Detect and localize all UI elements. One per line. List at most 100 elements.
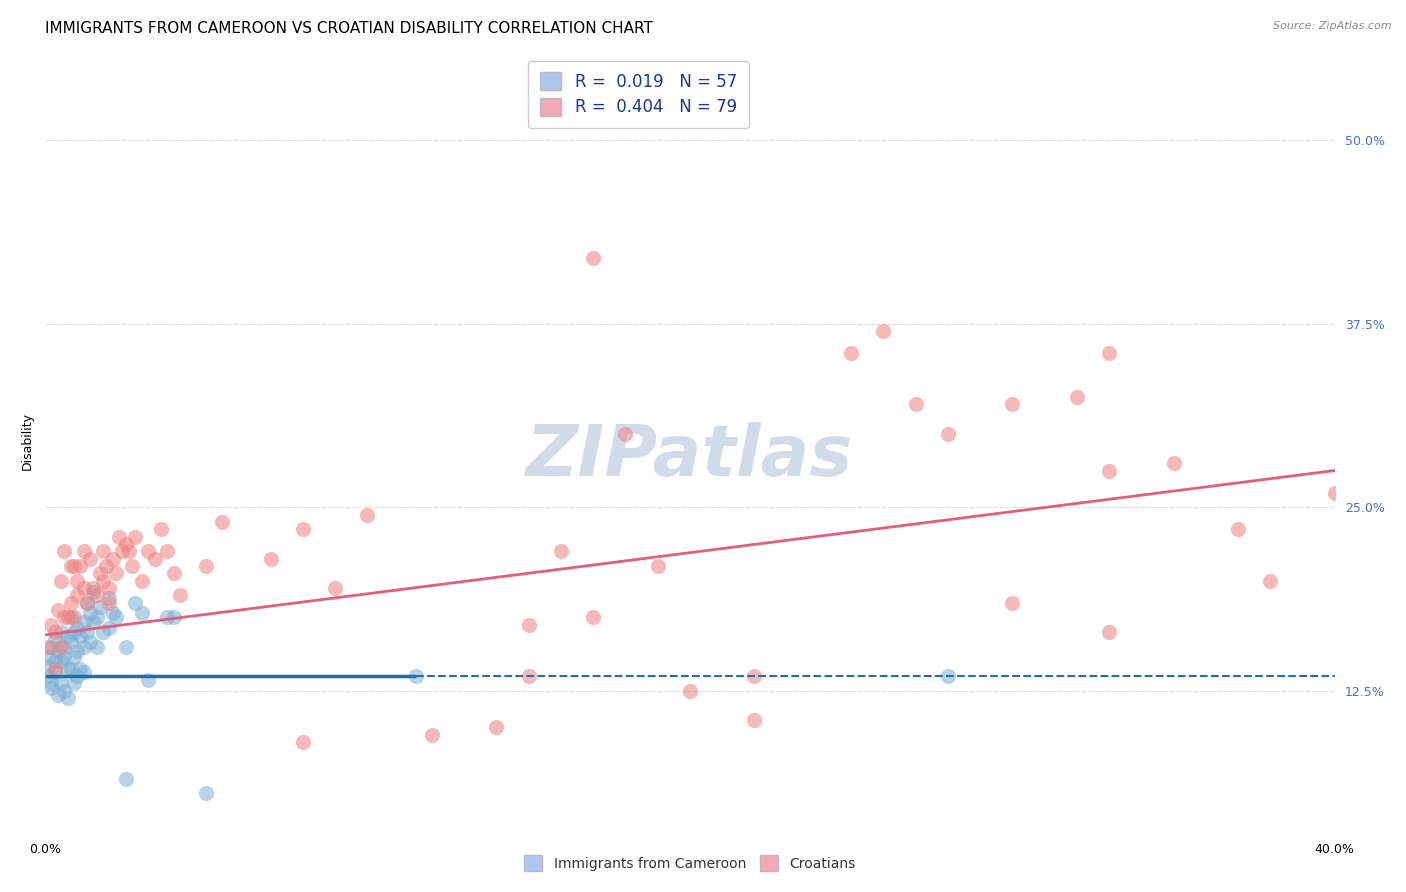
Point xyxy=(59,558,82,573)
Point xyxy=(91,624,114,639)
Point xyxy=(46,688,69,702)
Point xyxy=(76,596,98,610)
Point xyxy=(121,558,143,573)
Point xyxy=(79,606,101,620)
Point xyxy=(101,606,124,620)
Point xyxy=(156,544,179,558)
Point xyxy=(72,544,94,558)
Point xyxy=(56,662,79,676)
Point xyxy=(59,596,82,610)
Point xyxy=(211,515,233,529)
Point xyxy=(1258,574,1281,588)
Point xyxy=(111,544,134,558)
Y-axis label: Disability: Disability xyxy=(21,412,34,470)
Text: IMMIGRANTS FROM CAMEROON VS CROATIAN DISABILITY CORRELATION CHART: IMMIGRANTS FROM CAMEROON VS CROATIAN DIS… xyxy=(45,21,652,36)
Point xyxy=(744,713,766,727)
Point xyxy=(550,544,572,558)
Point xyxy=(69,662,91,676)
Point xyxy=(66,574,89,588)
Point xyxy=(37,649,59,664)
Point xyxy=(104,610,127,624)
Point xyxy=(1066,390,1088,404)
Point xyxy=(46,644,69,658)
Point xyxy=(49,654,72,668)
Point xyxy=(405,669,427,683)
Text: Source: ZipAtlas.com: Source: ZipAtlas.com xyxy=(1274,21,1392,30)
Point xyxy=(63,649,86,664)
Point xyxy=(136,544,159,558)
Point xyxy=(163,610,186,624)
Point xyxy=(131,606,153,620)
Point xyxy=(96,558,118,573)
Point xyxy=(91,544,114,558)
Point xyxy=(59,635,82,649)
Point xyxy=(1098,463,1121,477)
Point xyxy=(82,581,104,595)
Point xyxy=(79,635,101,649)
Point xyxy=(89,566,111,581)
Point xyxy=(1227,522,1250,536)
Point xyxy=(86,610,108,624)
Point xyxy=(86,588,108,602)
Point xyxy=(936,669,959,683)
Point xyxy=(53,544,76,558)
Point xyxy=(1001,596,1024,610)
Point xyxy=(98,621,121,635)
Point xyxy=(169,588,191,602)
Point xyxy=(839,346,862,360)
Point xyxy=(37,640,59,654)
Point xyxy=(150,522,173,536)
Text: ZIPatlas: ZIPatlas xyxy=(526,422,853,491)
Point xyxy=(56,610,79,624)
Point xyxy=(1323,485,1346,500)
Point xyxy=(647,558,669,573)
Point xyxy=(82,585,104,599)
Point xyxy=(89,599,111,614)
Point xyxy=(136,673,159,688)
Point xyxy=(41,676,63,690)
Point xyxy=(37,669,59,683)
Point xyxy=(98,591,121,606)
Point xyxy=(904,397,927,411)
Point xyxy=(49,624,72,639)
Point xyxy=(63,676,86,690)
Point xyxy=(53,610,76,624)
Point xyxy=(118,544,141,558)
Point xyxy=(56,690,79,705)
Point xyxy=(114,640,136,654)
Point xyxy=(66,621,89,635)
Point xyxy=(66,644,89,658)
Point xyxy=(114,772,136,786)
Point xyxy=(69,629,91,643)
Point xyxy=(260,551,283,566)
Point xyxy=(291,735,314,749)
Point xyxy=(679,683,702,698)
Point xyxy=(53,649,76,664)
Point xyxy=(195,786,218,800)
Point xyxy=(1163,456,1185,470)
Point xyxy=(66,588,89,602)
Point xyxy=(76,624,98,639)
Point xyxy=(46,603,69,617)
Point xyxy=(517,669,540,683)
Point xyxy=(49,640,72,654)
Point xyxy=(76,596,98,610)
Point xyxy=(41,681,63,695)
Point xyxy=(195,558,218,573)
Point xyxy=(131,574,153,588)
Point xyxy=(356,508,378,522)
Point xyxy=(63,558,86,573)
Point xyxy=(44,632,66,647)
Point xyxy=(114,537,136,551)
Point xyxy=(44,624,66,639)
Point xyxy=(49,574,72,588)
Point xyxy=(104,566,127,581)
Point xyxy=(72,640,94,654)
Point xyxy=(156,610,179,624)
Point xyxy=(582,610,605,624)
Point xyxy=(37,658,59,673)
Point xyxy=(69,558,91,573)
Point xyxy=(124,530,146,544)
Point xyxy=(936,426,959,441)
Legend: Immigrants from Cameroon, Croatians: Immigrants from Cameroon, Croatians xyxy=(517,848,862,878)
